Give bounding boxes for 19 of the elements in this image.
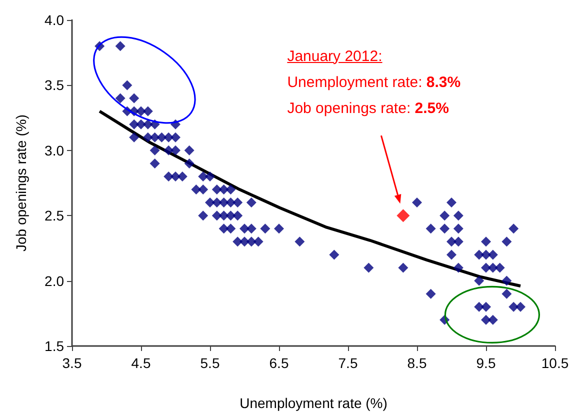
y-tick-label: 3.5	[44, 77, 64, 94]
y-tick-label: 2.0	[44, 272, 64, 289]
y-tick-label: 4.0	[44, 12, 64, 28]
x-tick-label: 6.5	[269, 355, 289, 371]
x-axis-title: Unemployment rate (%)	[240, 395, 388, 411]
annotation: Job openings rate: 2.5%	[287, 100, 449, 117]
x-tick-label: 8.5	[407, 355, 427, 371]
annotation: January 2012:	[287, 46, 384, 67]
y-tick-label: 3.0	[44, 142, 64, 158]
y-tick-label: 1.5	[44, 338, 64, 354]
y-axis-title: Job openings rate (%)	[13, 114, 29, 252]
x-tick-label: 9.5	[476, 355, 496, 371]
x-tick-label: 10.5	[541, 355, 569, 371]
x-tick-label: 7.5	[338, 355, 358, 371]
y-tick-label: 2.5	[44, 208, 64, 224]
annotation: Unemployment rate: 8.3%	[287, 74, 461, 91]
x-tick-label: 4.5	[131, 355, 151, 371]
x-tick-label: 5.5	[200, 355, 220, 371]
x-tick-label: 3.5	[62, 355, 82, 371]
